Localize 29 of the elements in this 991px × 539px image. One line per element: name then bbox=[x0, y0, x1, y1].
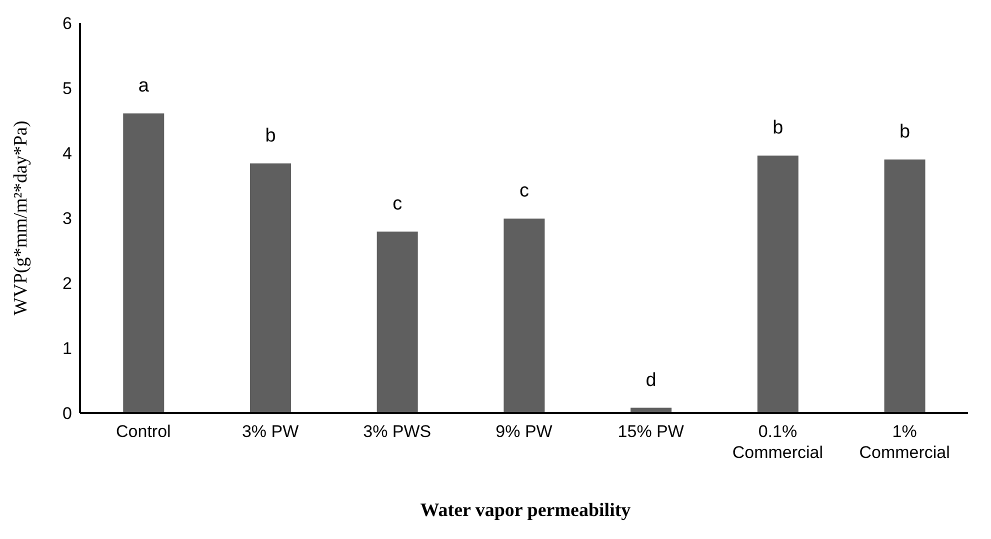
data-label: b bbox=[772, 118, 784, 139]
bar bbox=[504, 218, 545, 413]
y-tick-label: 6 bbox=[62, 14, 72, 34]
bar bbox=[376, 232, 418, 413]
x-tick-label: 15% PW bbox=[618, 422, 684, 441]
y-tick-label: 1 bbox=[62, 339, 72, 358]
y-tick-label: 0 bbox=[62, 404, 72, 424]
x-tick-label: 0.1% Commercial bbox=[732, 422, 824, 462]
y-tick-label: 3 bbox=[62, 209, 72, 228]
y-tick-label: 2 bbox=[62, 274, 72, 294]
bar bbox=[884, 160, 926, 413]
bar bbox=[757, 156, 798, 413]
data-label: b bbox=[265, 125, 276, 146]
x-tick-label: 9% PW bbox=[496, 422, 552, 441]
data-label: c bbox=[392, 194, 402, 215]
data-label: b bbox=[899, 122, 910, 142]
text: Water vapor permeability bbox=[419, 500, 632, 522]
bar bbox=[123, 113, 164, 413]
x-tick-label: 1% Commercial bbox=[859, 422, 950, 462]
x-tick-label: 3% PWS bbox=[363, 422, 432, 441]
bar bbox=[250, 163, 291, 413]
data-label: a bbox=[138, 75, 150, 96]
y-tick-label: 4 bbox=[62, 144, 72, 164]
x-tick-label: 3% PW bbox=[242, 422, 299, 441]
data-label: d bbox=[646, 370, 656, 391]
y-axis-title: WVP(g*mm/m²*day*Pa) bbox=[10, 120, 32, 316]
data-label: c bbox=[519, 180, 529, 202]
y-tick-label: 5 bbox=[62, 79, 72, 98]
x-tick-label: Control bbox=[116, 422, 171, 441]
